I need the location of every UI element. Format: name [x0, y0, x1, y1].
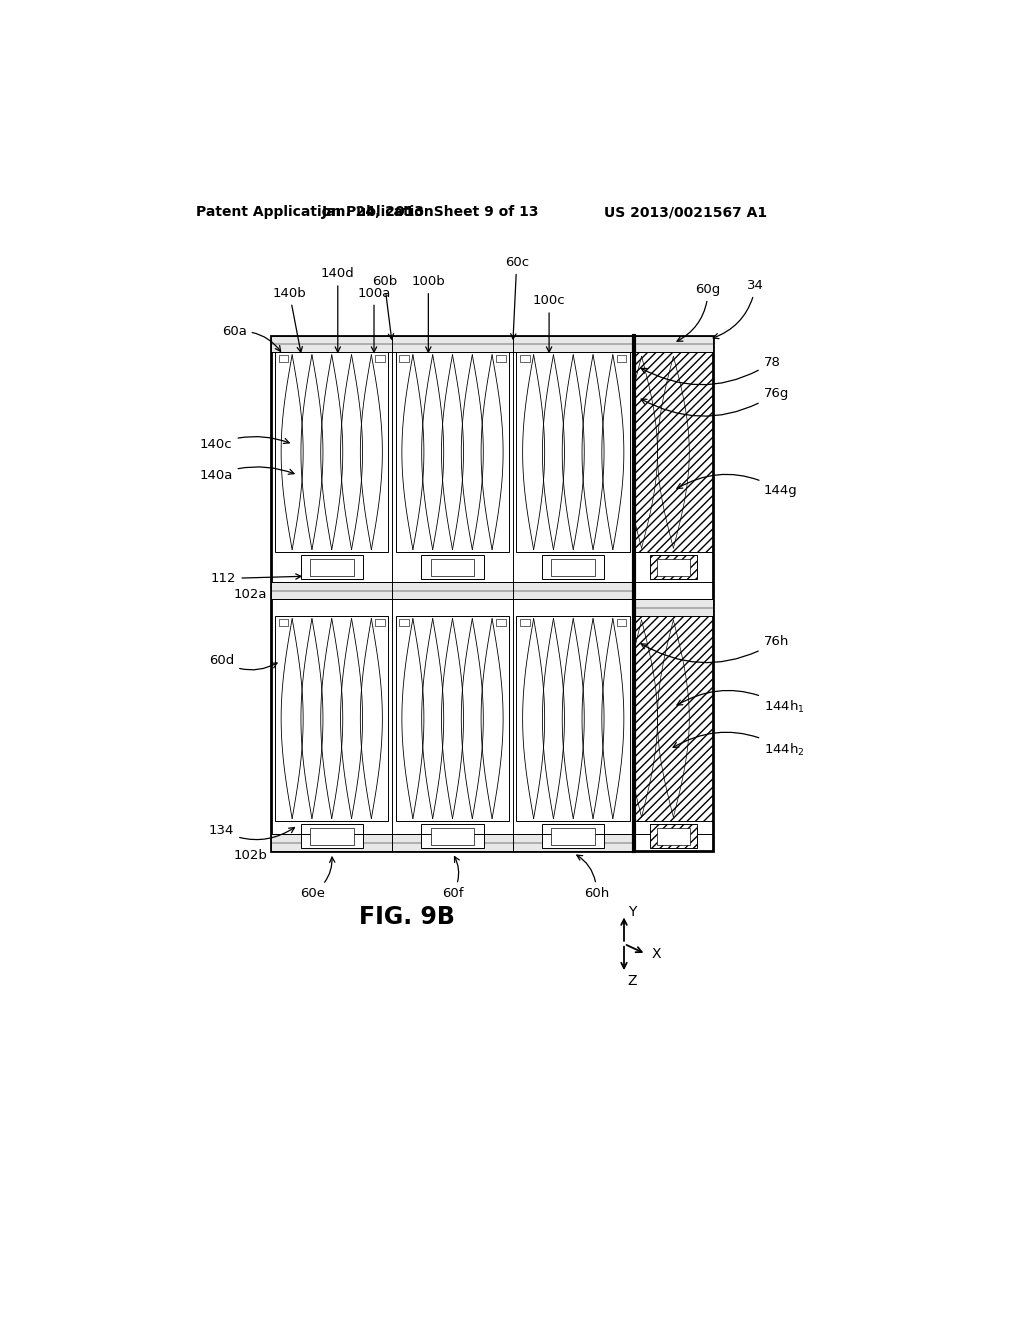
Bar: [271, 335, 634, 352]
Bar: [656, 828, 690, 845]
Text: 76g: 76g: [641, 387, 788, 416]
Text: 140a: 140a: [200, 467, 294, 482]
Text: 144g: 144g: [677, 474, 798, 498]
Text: 144h$_2$: 144h$_2$: [673, 733, 804, 758]
Bar: [516, 616, 630, 821]
Bar: [649, 824, 697, 849]
Bar: [649, 554, 697, 579]
Text: Z: Z: [627, 974, 637, 987]
Text: 34: 34: [713, 279, 764, 339]
Bar: [431, 558, 474, 576]
Text: Y: Y: [628, 906, 636, 919]
Bar: [300, 554, 362, 579]
Bar: [520, 355, 529, 363]
Text: 100b: 100b: [412, 275, 445, 352]
Text: 60c: 60c: [505, 256, 528, 339]
Bar: [496, 355, 506, 363]
Bar: [279, 619, 289, 626]
Bar: [542, 824, 604, 849]
Bar: [616, 619, 627, 626]
Text: 60a: 60a: [222, 325, 281, 351]
Text: 102a: 102a: [234, 589, 267, 601]
Bar: [616, 355, 627, 363]
Bar: [421, 554, 483, 579]
Bar: [279, 355, 289, 363]
Bar: [649, 824, 697, 849]
Bar: [399, 619, 409, 626]
Text: 140b: 140b: [272, 286, 306, 352]
Bar: [520, 619, 529, 626]
Bar: [271, 834, 634, 851]
Bar: [421, 824, 483, 849]
Bar: [271, 335, 713, 851]
Bar: [271, 582, 634, 599]
Text: 60b: 60b: [372, 275, 397, 339]
Text: Patent Application Publication: Patent Application Publication: [197, 206, 434, 219]
Bar: [431, 828, 474, 845]
Text: 60d: 60d: [209, 655, 278, 669]
Bar: [634, 352, 713, 552]
Text: Jan. 24, 2013  Sheet 9 of 13: Jan. 24, 2013 Sheet 9 of 13: [322, 206, 539, 219]
Bar: [634, 599, 713, 616]
Bar: [310, 828, 353, 845]
Bar: [300, 824, 362, 849]
Text: 60g: 60g: [677, 282, 721, 342]
Bar: [375, 619, 385, 626]
Bar: [516, 352, 630, 552]
Text: 140c: 140c: [200, 437, 289, 451]
Bar: [649, 554, 697, 579]
Text: 134: 134: [209, 824, 295, 840]
Bar: [395, 352, 509, 552]
Bar: [399, 355, 409, 363]
Bar: [634, 616, 713, 821]
Text: 102b: 102b: [233, 849, 267, 862]
Text: 60e: 60e: [300, 857, 335, 900]
Bar: [634, 335, 713, 352]
Bar: [375, 355, 385, 363]
Text: 60f: 60f: [441, 857, 463, 900]
Text: 144h$_1$: 144h$_1$: [677, 690, 804, 715]
Bar: [275, 616, 388, 821]
Text: US 2013/0021567 A1: US 2013/0021567 A1: [604, 206, 768, 219]
Text: 78: 78: [641, 356, 780, 384]
Text: 140d: 140d: [321, 268, 354, 352]
Bar: [496, 619, 506, 626]
Text: 100c: 100c: [532, 294, 565, 352]
Bar: [395, 616, 509, 821]
Text: X: X: [651, 946, 662, 961]
Bar: [551, 558, 595, 576]
Bar: [310, 558, 353, 576]
Text: 100a: 100a: [357, 286, 391, 352]
Text: 60h: 60h: [577, 855, 609, 900]
Bar: [542, 554, 604, 579]
Bar: [656, 558, 690, 576]
Text: FIG. 9B: FIG. 9B: [359, 904, 455, 929]
Text: 112: 112: [211, 572, 301, 585]
Text: 76h: 76h: [641, 635, 788, 663]
Bar: [551, 828, 595, 845]
Bar: [275, 352, 388, 552]
